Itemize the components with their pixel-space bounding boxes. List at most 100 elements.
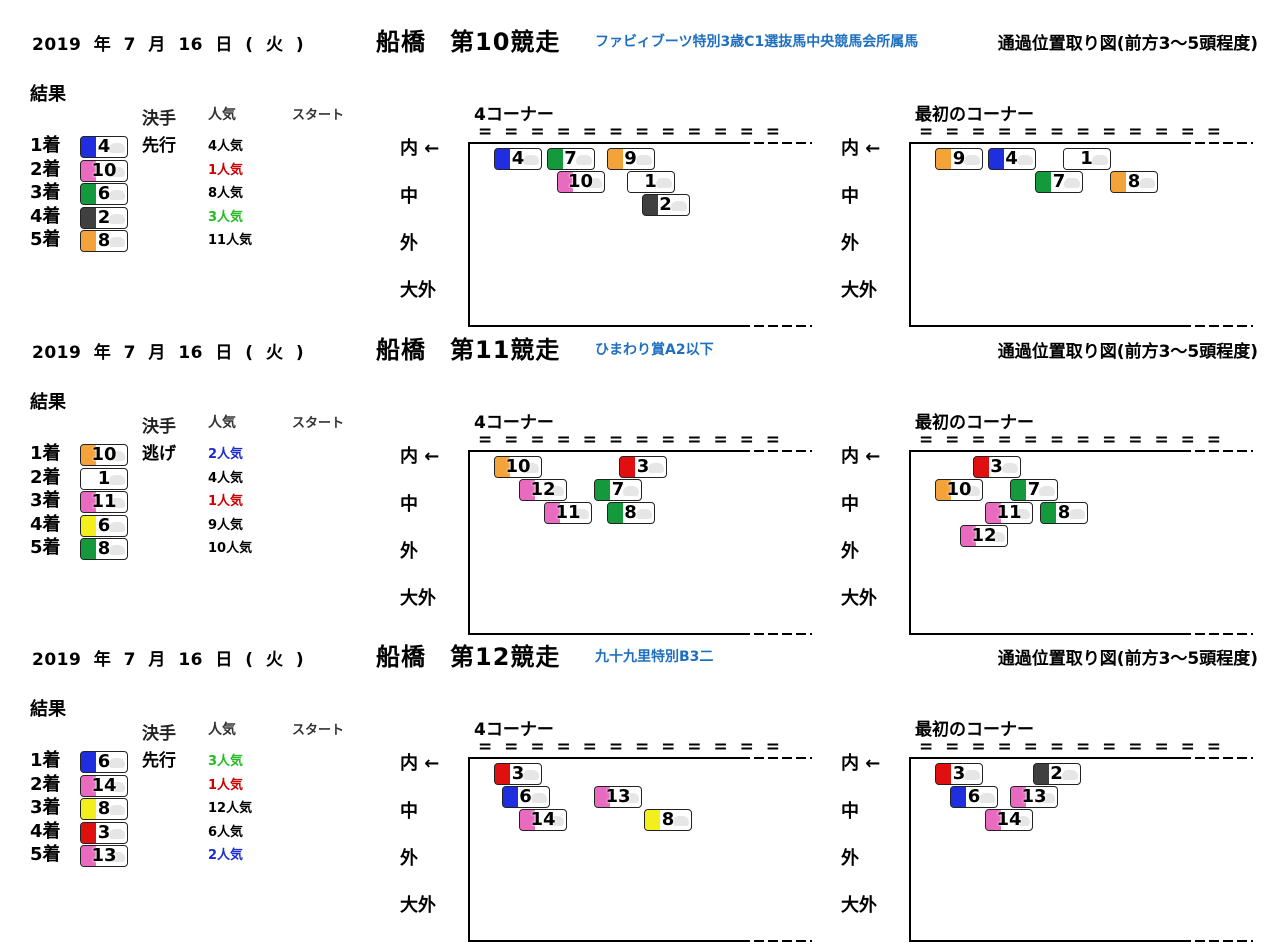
- horse-number: 7: [1027, 479, 1041, 500]
- horse-icon: [109, 451, 125, 461]
- lane-label: 大外: [400, 895, 436, 916]
- horse-number: 11: [91, 491, 117, 512]
- horse-number: 6: [519, 786, 532, 807]
- track-box: [468, 142, 740, 327]
- corner-title: 最初のコーナー: [915, 413, 1034, 433]
- lane-label: 内 ←: [400, 753, 440, 774]
- header-start: スタート: [292, 723, 345, 738]
- silk-cap: [620, 457, 635, 477]
- horse-icon: [585, 178, 602, 188]
- horse-icon: [530, 793, 547, 803]
- horse-icon: [670, 201, 687, 211]
- dash-line-bottom: [1181, 633, 1253, 635]
- kimete-value: 逃げ: [142, 444, 176, 464]
- horse-icon: [964, 770, 980, 780]
- horse-number: 9: [624, 148, 637, 169]
- horse-icon: [548, 486, 564, 496]
- horse-icon: [1139, 178, 1155, 188]
- horse-badge: 14: [985, 809, 1033, 831]
- popularity-value: 2人気: [208, 848, 244, 863]
- horse-icon: [109, 521, 125, 532]
- horse-number: 11: [555, 502, 581, 523]
- track-box: [468, 450, 740, 635]
- silk-cap: [936, 764, 951, 784]
- dash-line-top: [740, 450, 812, 452]
- horse-badge: 2: [1032, 763, 1081, 785]
- popularity-value: 4人気: [208, 470, 244, 486]
- horse-badge: 8: [80, 798, 128, 820]
- horse-badge: 13: [594, 786, 642, 808]
- horse-icon: [1039, 486, 1055, 496]
- horse-badge: 6: [80, 183, 128, 205]
- horse-icon: [109, 758, 125, 768]
- horse-icon: [1069, 509, 1085, 519]
- silk-cap: [1011, 480, 1026, 500]
- horse-badge: 11: [985, 502, 1033, 524]
- silk-cap: [988, 149, 1004, 169]
- finish-rank: 5着: [30, 844, 61, 865]
- horse-number: 13: [1021, 786, 1047, 807]
- lane-label: 外: [841, 233, 859, 254]
- popularity-value: 1人気: [208, 494, 244, 509]
- finish-rank: 2着: [30, 773, 61, 795]
- popularity-value: 12人気: [208, 801, 253, 816]
- silk-cap: [961, 526, 976, 546]
- silk-cap: [1041, 503, 1056, 523]
- horse-icon: [979, 793, 995, 803]
- straight-marker: = = = = = = = = = = = =: [478, 122, 781, 142]
- dash-line-bottom: [1181, 940, 1253, 942]
- race-number: 第10競走: [450, 28, 561, 56]
- horse-icon: [1039, 793, 1055, 803]
- corner-title: 4コーナー: [474, 720, 554, 740]
- silk-cap: [81, 184, 96, 204]
- horse-number: 13: [91, 845, 117, 866]
- popularity-value: 1人気: [208, 162, 244, 178]
- horse-badge: 6: [501, 786, 550, 808]
- result-label: 結果: [30, 392, 66, 413]
- horse-icon: [964, 155, 980, 165]
- horse-icon: [523, 770, 539, 780]
- horse-number: 3: [511, 763, 525, 784]
- horse-badge: 6: [80, 514, 128, 537]
- horse-badge: 1: [626, 171, 675, 193]
- popularity-value: 9人気: [208, 517, 244, 533]
- silk-cap: [1011, 787, 1026, 807]
- finish-rank: 1着: [30, 443, 61, 464]
- horse-badge: 8: [80, 230, 128, 252]
- silk-cap: [642, 195, 658, 215]
- finish-rank: 1着: [30, 135, 61, 156]
- horse-icon: [548, 816, 564, 826]
- horse-number: 10: [946, 479, 972, 500]
- horse-badge: 2: [80, 206, 128, 229]
- corner-title: 最初のコーナー: [915, 720, 1034, 740]
- header-start: スタート: [292, 108, 345, 123]
- silk-cap: [607, 149, 623, 169]
- horse-number: 14: [996, 809, 1022, 830]
- horse-badge: 10: [80, 444, 128, 466]
- result-label: 結果: [30, 84, 66, 105]
- horse-badge: 4: [494, 148, 542, 170]
- horse-badge: 11: [80, 491, 128, 513]
- popularity-value: 11人気: [208, 233, 253, 248]
- lane-label: 大外: [841, 588, 877, 609]
- corner-title: 最初のコーナー: [915, 105, 1034, 125]
- horse-icon: [1001, 463, 1018, 473]
- silk-cap: [973, 457, 989, 477]
- dash-line-top: [740, 142, 812, 144]
- finish-rank: 3着: [30, 182, 61, 203]
- horse-badge: 6: [950, 786, 998, 808]
- horse-icon: [655, 178, 672, 188]
- horse-badge: 10: [556, 171, 605, 193]
- horse-icon: [109, 237, 125, 247]
- horse-number: 2: [1050, 763, 1063, 784]
- horse-badge: 13: [80, 845, 128, 867]
- silk-cap: [81, 515, 96, 536]
- silk-cap: [81, 799, 96, 819]
- horse-badge: 1: [1062, 148, 1111, 170]
- horse-badge: 7: [594, 479, 642, 501]
- silk-cap: [81, 468, 96, 489]
- horse-icon: [109, 828, 125, 839]
- horse-badge: 8: [80, 538, 128, 560]
- dash-line-top: [1181, 757, 1253, 759]
- silk-cap: [81, 539, 96, 559]
